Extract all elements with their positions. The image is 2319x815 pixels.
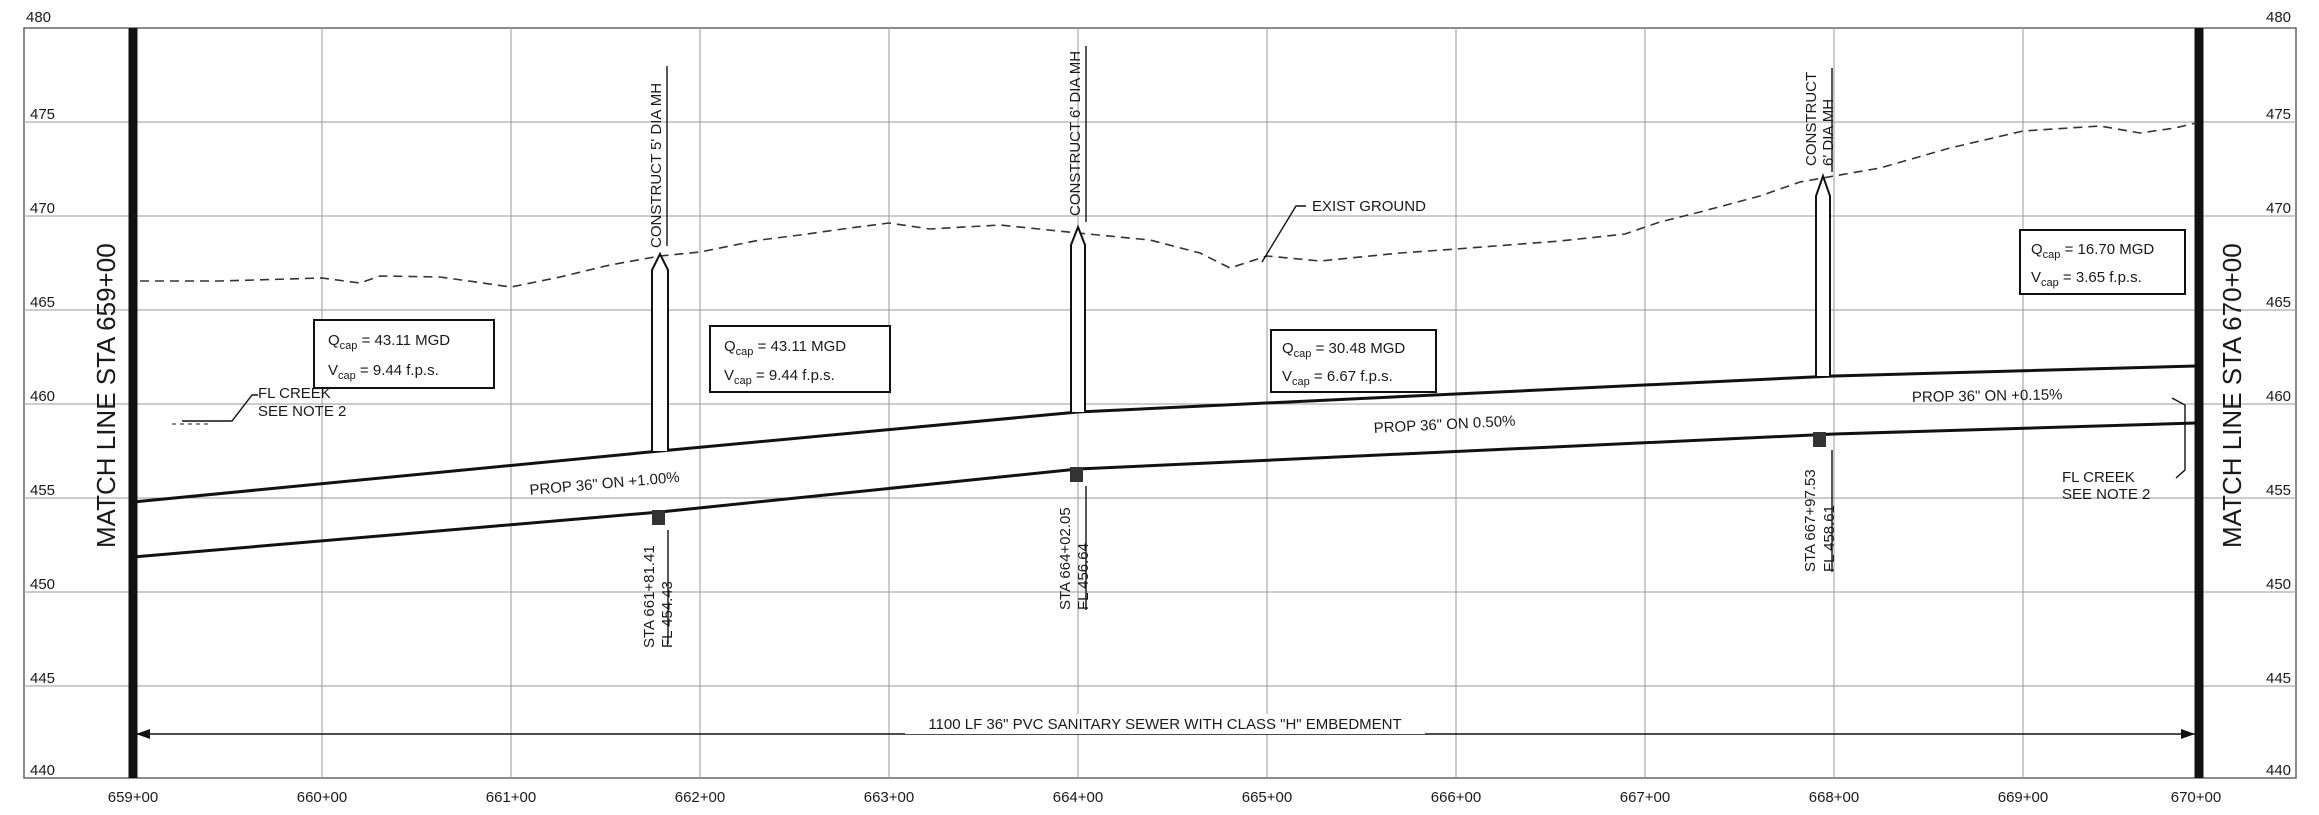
manhole-3-station: STA 667+97.53: [1802, 469, 1819, 572]
manhole-1-station: STA 661+81.41: [641, 545, 658, 648]
manhole-3-label-line2: 6' DIA MH: [1820, 99, 1837, 166]
station-label: 669+00: [1998, 789, 2048, 806]
elev-label: 455: [30, 482, 55, 499]
elev-label: 445: [30, 670, 55, 687]
match-line-right-label: MATCH LINE STA 670+00: [2217, 243, 2247, 548]
existing-ground-line: [140, 122, 2197, 288]
elevation-grid: [24, 121, 2296, 687]
elev-label: 450: [2266, 576, 2291, 593]
pipe-label-2: PROP 36" ON 0.50%: [1373, 413, 1515, 437]
svg-text:Qcap = 30.48 MGD: Qcap = 30.48 MGD: [1282, 340, 1405, 360]
station-label: 666+00: [1431, 789, 1481, 806]
pipe-label-3: PROP 36" ON +0.15%: [1912, 386, 2063, 406]
svg-text:Qcap = 16.70 MGD: Qcap = 16.70 MGD: [2031, 241, 2154, 261]
station-label: 665+00: [1242, 789, 1292, 806]
station-label: 660+00: [297, 789, 347, 806]
svg-text:Vcap = 6.67 f.p.s.: Vcap = 6.67 f.p.s.: [1282, 368, 1393, 388]
elev-label: 475: [30, 106, 55, 123]
station-label: 667+00: [1620, 789, 1670, 806]
flow-line-marker: [1813, 432, 1826, 447]
fl-creek-right-line1: FL CREEK: [2062, 469, 2135, 486]
station-label: 661+00: [486, 789, 536, 806]
elevation-labels-left: 480 475 470 465 460 455 450 445 440: [26, 9, 55, 779]
capacity-box-2: Qcap = 43.11 MGD Vcap = 9.44 f.p.s.: [709, 325, 891, 393]
manhole-3-flowline: FL 458.61: [1821, 505, 1838, 572]
fl-creek-left-line1: FL CREEK: [258, 385, 331, 402]
elev-label: 475: [2266, 106, 2291, 123]
fl-creek-right-leader: [2171, 397, 2186, 479]
svg-text:Qcap = 43.11 MGD: Qcap = 43.11 MGD: [328, 332, 450, 352]
station-grid: [321, 28, 2024, 778]
capacity-box-1: Qcap = 43.11 MGD Vcap = 9.44 f.p.s.: [313, 319, 495, 389]
svg-text:Qcap = 43.11 MGD: Qcap = 43.11 MGD: [724, 338, 846, 358]
svg-text:Vcap = 9.44 f.p.s.: Vcap = 9.44 f.p.s.: [724, 367, 835, 387]
elev-label: 460: [30, 388, 55, 405]
manhole-2-flowline: FL 456.64: [1075, 543, 1092, 610]
elev-label: 440: [2266, 762, 2291, 779]
station-label: 668+00: [1809, 789, 1859, 806]
manhole-2-label: CONSTRUCT 6' DIA MH: [1067, 51, 1084, 216]
station-label: 663+00: [864, 789, 914, 806]
exist-ground-leader: [1261, 205, 1306, 263]
manhole-1-label: CONSTRUCT 5' DIA MH: [648, 83, 665, 248]
drawing-frame: [23, 27, 2297, 779]
manhole-3: [1813, 68, 1833, 447]
elev-label: 450: [30, 576, 55, 593]
elev-label-top: 480: [26, 9, 51, 26]
station-label: 662+00: [675, 789, 725, 806]
manhole-2: [1070, 46, 1087, 482]
dimension-line: [136, 714, 2195, 739]
svg-text:Vcap = 3.65 f.p.s.: Vcap = 3.65 f.p.s.: [2031, 269, 2142, 289]
flow-line-marker: [1070, 467, 1083, 482]
elev-label-top: 480: [2266, 9, 2291, 26]
dimension-label: 1100 LF 36" PVC SANITARY SEWER WITH CLAS…: [928, 716, 1401, 733]
manhole-3-label-line1: CONSTRUCT: [1803, 72, 1820, 166]
elev-label: 470: [2266, 200, 2291, 217]
flow-line-marker: [652, 510, 665, 525]
elev-label: 440: [30, 762, 55, 779]
fl-creek-right-line2: SEE NOTE 2: [2062, 486, 2150, 503]
station-label: 670+00: [2171, 789, 2221, 806]
elev-label: 465: [2266, 294, 2291, 311]
elev-label: 470: [30, 200, 55, 217]
elev-label: 445: [2266, 670, 2291, 687]
elev-label: 455: [2266, 482, 2291, 499]
capacity-box-4: Qcap = 16.70 MGD Vcap = 3.65 f.p.s.: [2019, 229, 2186, 295]
elevation-labels-right: 480 475 470 465 460 455 450 445 440: [2266, 9, 2291, 779]
pipe-label-1: PROP 36" ON +1.00%: [529, 469, 680, 499]
fl-creek-left-leader: [182, 394, 258, 422]
fl-creek-left-line2: SEE NOTE 2: [258, 403, 346, 420]
match-line-left-label: MATCH LINE STA 659+00: [91, 243, 121, 548]
capacity-box-3: Qcap = 30.48 MGD Vcap = 6.67 f.p.s.: [1270, 329, 1437, 393]
manhole-1-flowline: FL 454.43: [659, 581, 676, 648]
pipe-invert-line: [132, 421, 2197, 559]
svg-text:Vcap = 9.44 f.p.s.: Vcap = 9.44 f.p.s.: [328, 362, 439, 382]
elev-label: 460: [2266, 388, 2291, 405]
manhole-2-station: STA 664+02.05: [1057, 507, 1074, 610]
station-label: 664+00: [1053, 789, 1103, 806]
manhole-1: [651, 66, 669, 525]
station-labels: 659+00 660+00 661+00 662+00 663+00 664+0…: [108, 789, 2221, 806]
station-label: 659+00: [108, 789, 158, 806]
elev-label: 465: [30, 294, 55, 311]
exist-ground-label: EXIST GROUND: [1312, 198, 1426, 215]
